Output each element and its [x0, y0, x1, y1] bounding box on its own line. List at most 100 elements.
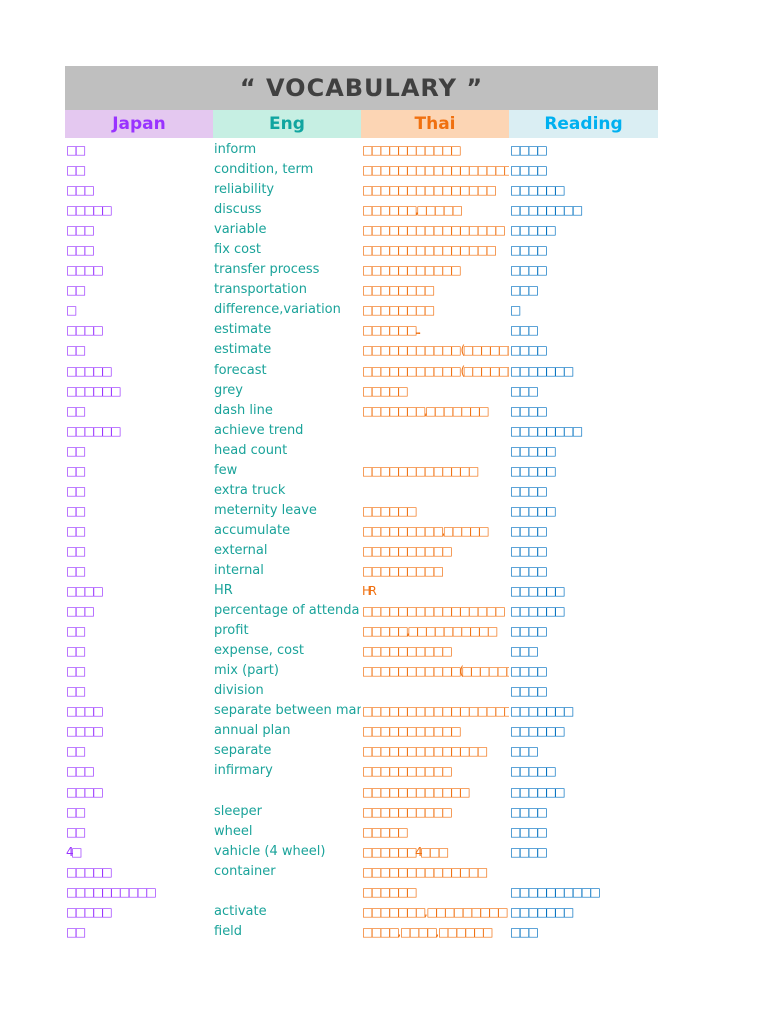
japan-cell: 4□: [66, 844, 82, 859]
japan-cell: □□□: [66, 764, 95, 779]
table-row: □□ inform □□□□□□□□□□□ □□□□: [65, 140, 658, 160]
thai-cell: □□□□□□,□□□□□: [362, 203, 463, 218]
vocabulary-table-body: □□ inform □□□□□□□□□□□ □□□□ □□ condition, term…: [65, 140, 658, 942]
table-row: □□ condition, term □□□□□□□□□□□□□□□□□□□□□□□: [65, 160, 658, 180]
thai-cell: □□□□□□□□□□□ (□□□□□□□: [362, 343, 509, 358]
reading-cell: □□□□: [510, 483, 548, 498]
thai-cell: □□□□□□□□□□□□□□: [362, 864, 488, 879]
reading-cell: □□□□: [510, 343, 548, 358]
table-row: □□ extra truck □□□□: [65, 481, 658, 501]
reading-cell: □□□□: [510, 804, 548, 819]
reading-cell: □□□□□: [510, 463, 557, 478]
eng-cell: extra truck: [214, 482, 286, 498]
eng-cell: field: [214, 923, 243, 939]
thai-cell: HR: [362, 584, 377, 599]
table-row: □□ head count □□□□□: [65, 441, 658, 461]
japan-cell: □□□□□: [66, 363, 113, 378]
table-row: □□□□ separate between man □□□□□□□□□□□□□□□□…: [65, 701, 658, 721]
japan-cell: □□: [66, 563, 86, 578]
thai-cell: □□□□□□□□□□□□□□: [362, 744, 488, 759]
table-row: □□□ percentage of attenda □□□□□□□□□□□□□□□□…: [65, 601, 658, 621]
reading-cell: □□□: [510, 383, 539, 398]
eng-cell: wheel: [214, 823, 253, 839]
japan-cell: □□: [66, 523, 86, 538]
reading-cell: □□□□□: [510, 764, 557, 779]
eng-cell: discuss: [214, 202, 262, 218]
thai-cell: □□□□□□□□□□□□□□□□□□□: [362, 704, 509, 719]
reading-cell: □□□□: [510, 143, 548, 157]
table-row: 4□ vahicle (4 wheel) □□□□□□4□□□ □□□□: [65, 842, 658, 862]
table-row: □□□□ estimate □□□□□□... □□□: [65, 320, 658, 340]
japan-cell: □□: [66, 503, 86, 518]
eng-cell: expense, cost: [214, 643, 304, 659]
thai-cell: □□□□□□4□□□: [362, 844, 449, 859]
thai-cell: □□□□□□□□□□□ (□□□□□□): [362, 363, 509, 378]
reading-cell: [509, 862, 657, 882]
table-row: □ difference,variation □□□□□□□□ □: [65, 300, 658, 320]
japan-cell: □□: [66, 283, 86, 298]
table-row: □□□ reliability □□□□□□□□□□□□□□□ □□□□□□: [65, 180, 658, 200]
reading-cell: □□□□□: [510, 503, 557, 518]
eng-cell: few: [214, 462, 238, 478]
table-row: □□ internal □□□□□□□□□ □□□□: [65, 561, 658, 581]
japan-cell: □□: [66, 463, 86, 478]
thai-cell: [361, 441, 509, 461]
japan-cell: □□: [66, 483, 86, 498]
eng-cell: estimate: [214, 322, 272, 338]
table-row: □□□□ transfer process □□□□□□□□□□□ □□□□: [65, 260, 658, 280]
table-row: □□□□ HR HR □□□□□□: [65, 581, 658, 601]
reading-cell: □□□□□□□: [510, 904, 574, 919]
eng-cell: mix (part): [214, 663, 279, 679]
thai-cell: □□□□□□□□□□□□□□□: [362, 243, 497, 258]
table-row: □□ estimate □□□□□□□□□□□ (□□□□□□□ □□□□: [65, 340, 658, 360]
thai-cell: □□□□□□□□□□: [362, 764, 453, 779]
reading-cell: □□□□: [510, 263, 548, 278]
japan-cell: □□: [66, 804, 86, 819]
eng-cell: sleeper: [214, 803, 262, 819]
table-row: □□□□□ forecast □□□□□□□□□□□ (□□□□□□) □□□□□□□: [65, 361, 658, 381]
japan-cell: □□□□: [66, 263, 104, 278]
table-row: □□□ fix cost □□□□□□□□□□□□□□□ □□□□: [65, 240, 658, 260]
thai-cell: □□□□□: [362, 824, 409, 839]
japan-cell: □□□: [66, 223, 95, 238]
reading-cell: □□□: [510, 924, 539, 939]
reading-cell: □□□□□: [510, 443, 557, 458]
japan-cell: □□: [66, 744, 86, 759]
table-row: □□ few □□□□□□□□□□□□□ □□□□□: [65, 461, 658, 481]
japan-cell: □□□□: [66, 704, 104, 719]
japan-cell: □□□□□: [66, 203, 113, 218]
eng-cell: HR: [214, 583, 233, 599]
eng-cell: head count: [214, 442, 288, 458]
eng-cell: difference,variation: [214, 302, 341, 318]
japan-cell: □□□: [66, 183, 95, 198]
table-row: □□ mix (part) □□□□□□□□□□□(□□□□□□□□□□□□: [65, 661, 658, 681]
thai-cell: □□□□□□□□□□□: [362, 143, 462, 157]
table-row: □□□□□□ achieve trend □□□□□□□□: [65, 421, 658, 441]
japan-cell: □□□□□□□□□□: [66, 884, 157, 899]
reading-cell: □□□□□□: [510, 584, 566, 599]
reading-cell: □□□□: [510, 684, 548, 699]
table-row: □□□ infirmary □□□□□□□□□□ □□□□□: [65, 761, 658, 781]
eng-cell: separate between man: [214, 703, 361, 719]
eng-cell: container: [214, 863, 276, 879]
reading-cell: □□□□: [510, 844, 548, 859]
reading-cell: □□□: [510, 323, 539, 338]
japan-cell: □□: [66, 543, 86, 558]
thai-cell: □□□□□□□□□□□□□: [362, 463, 479, 478]
eng-cell: variable: [214, 222, 267, 238]
column-header-row: Japan Eng Thai Reading: [65, 110, 658, 138]
eng-cell: estimate: [214, 342, 272, 358]
table-row: □□□□ annual plan □□□□□□□□□□□ □□□□□□: [65, 721, 658, 741]
japan-cell: □□: [66, 443, 86, 458]
thai-cell: □□□□□□□□□□□□□□□□□□□: [362, 163, 509, 178]
table-row: □□ profit □□□□□,□□□□□□□□□□ □□□□: [65, 621, 658, 641]
eng-cell: [213, 882, 361, 902]
japan-cell: □□□□: [66, 584, 104, 599]
thai-cell: □□□□□□□, □□□□□□□□□: [362, 904, 509, 919]
table-row: □□□□□ discuss □□□□□□,□□□□□ □□□□□□□□: [65, 200, 658, 220]
thai-cell: □□□□□□□□□□□: [362, 724, 462, 739]
japan-cell: □□: [66, 684, 86, 699]
reading-cell: □: [510, 303, 521, 318]
thai-cell: □□□□□□□□□□: [362, 804, 453, 819]
eng-cell: division: [214, 683, 264, 699]
